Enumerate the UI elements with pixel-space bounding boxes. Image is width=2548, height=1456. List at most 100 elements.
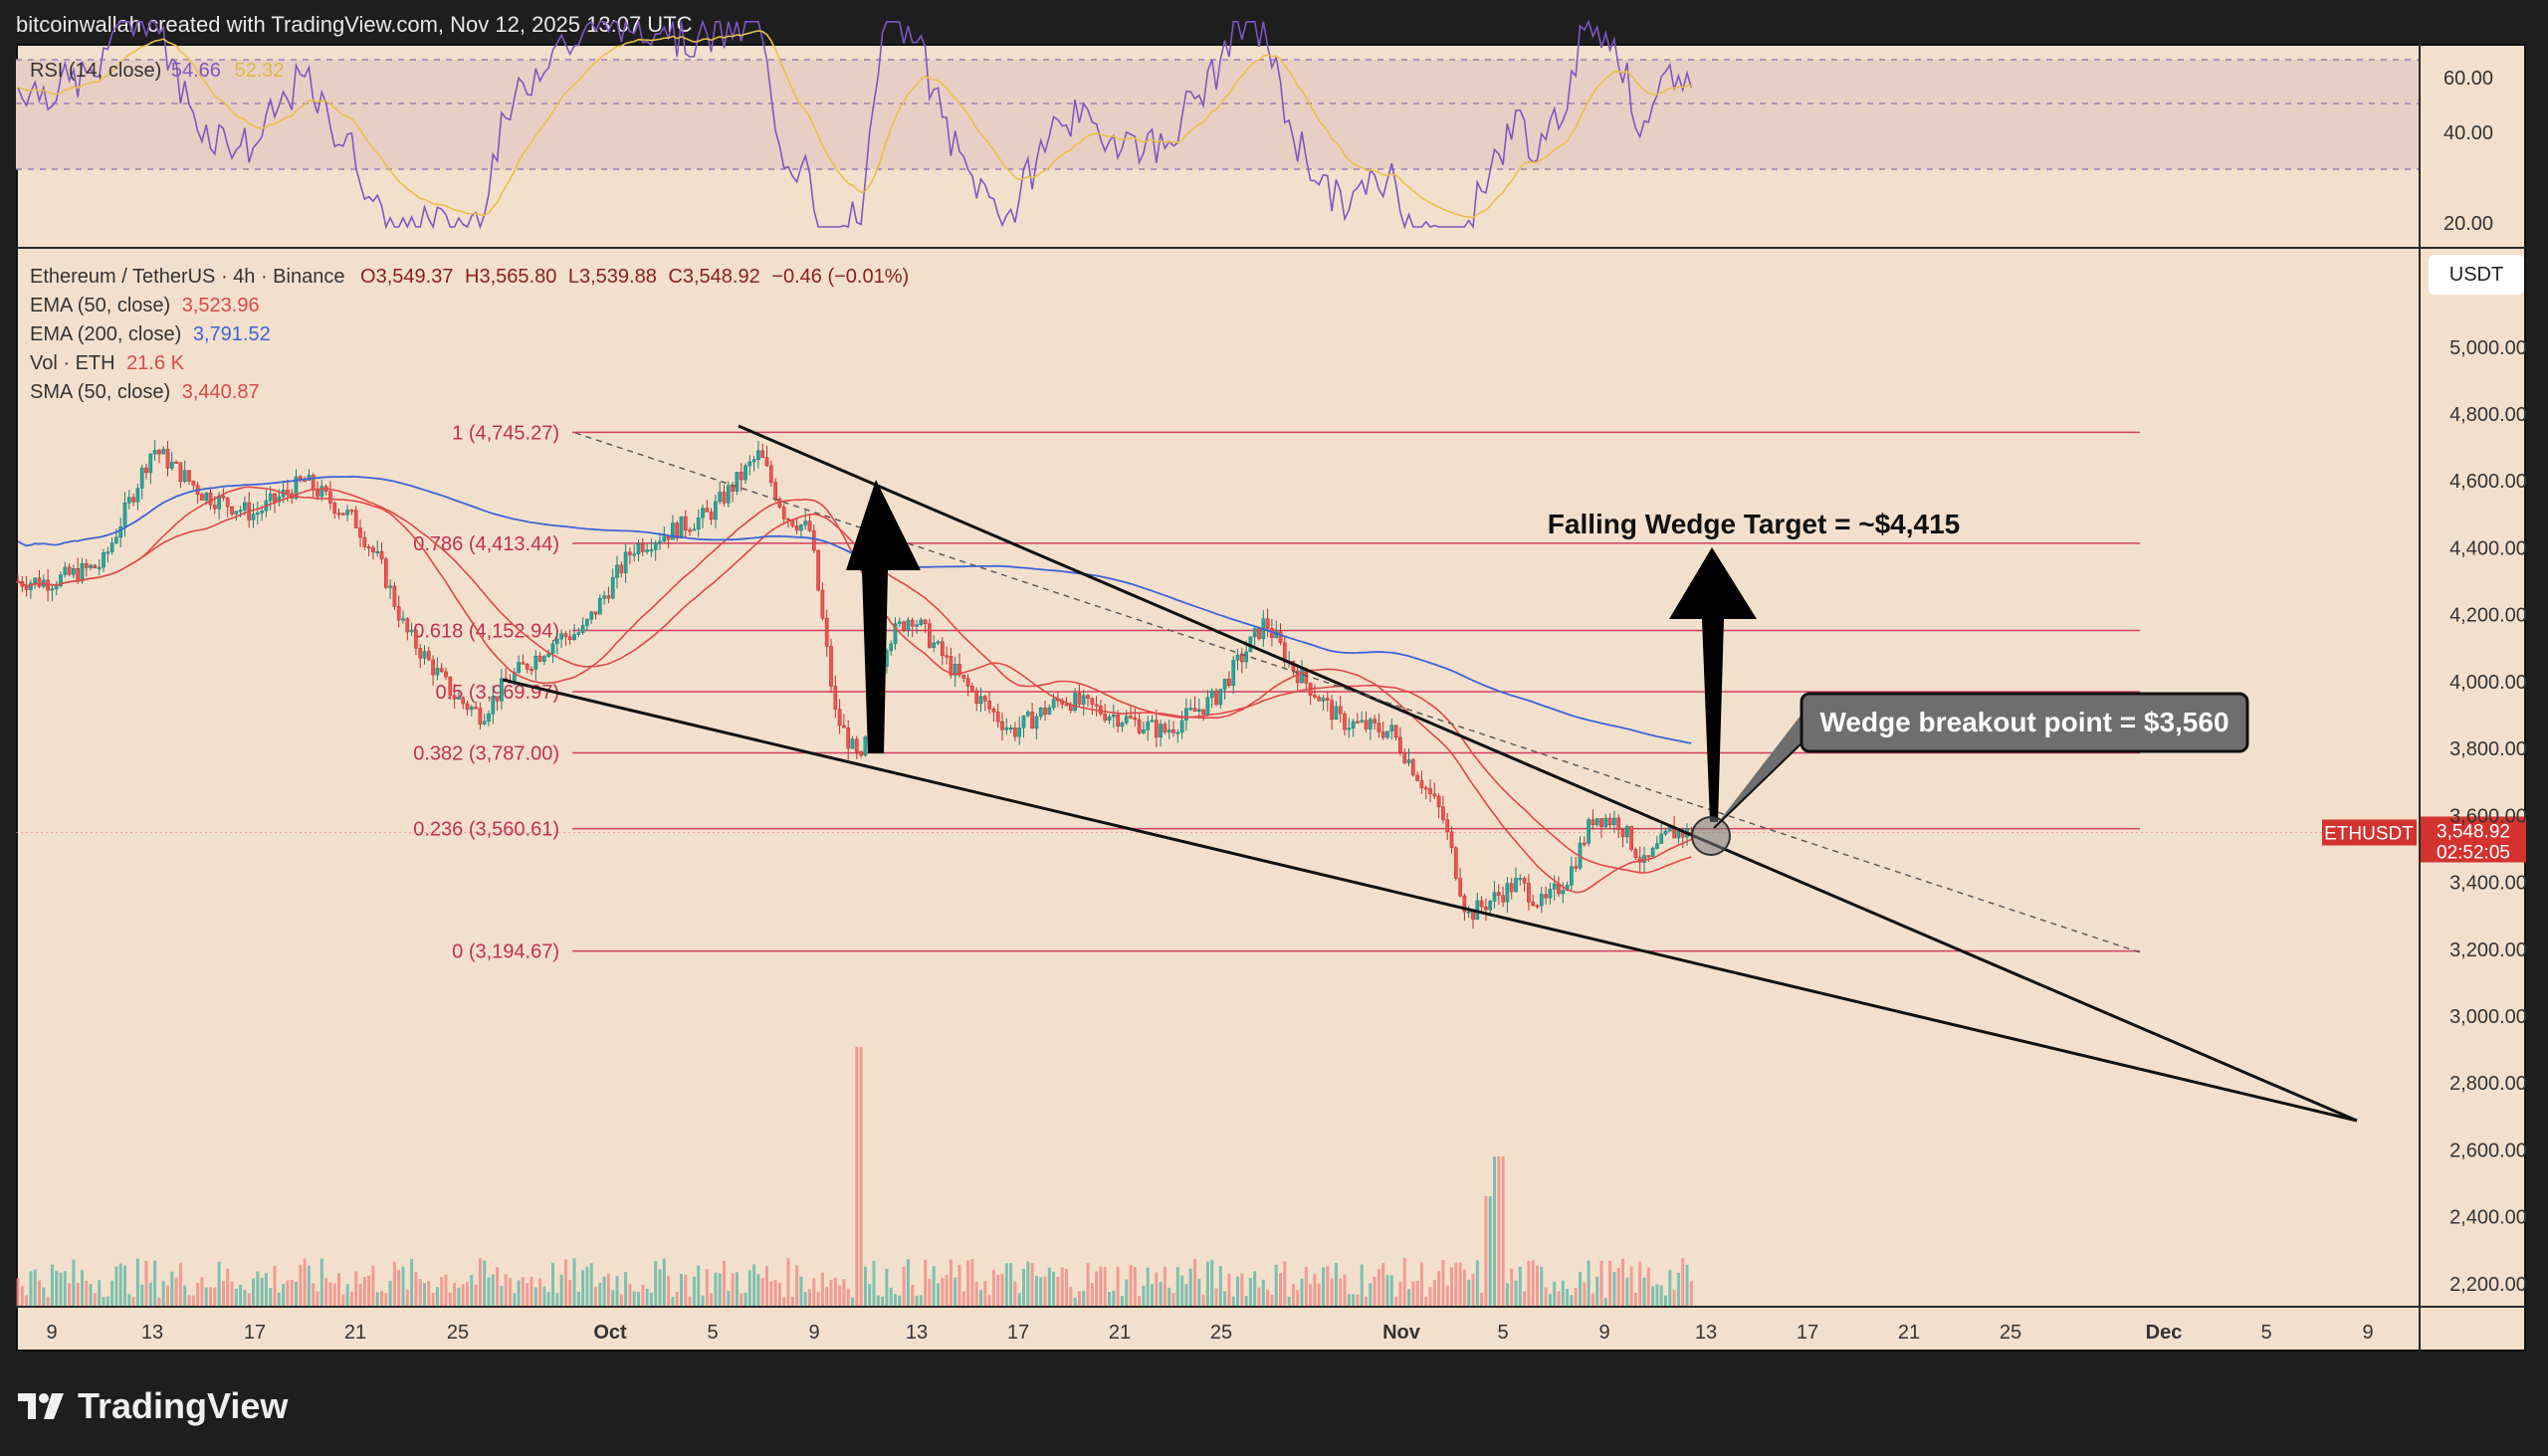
- candle-body: [653, 542, 658, 550]
- volume-bar: [675, 1291, 679, 1306]
- volume-bar: [1086, 1263, 1090, 1306]
- indicator-sma50[interactable]: SMA (50, close) 3,440.87: [30, 378, 909, 407]
- candle-body: [1086, 695, 1090, 699]
- volume-bar: [435, 1286, 439, 1306]
- time-tick-label: 13: [906, 1322, 928, 1344]
- volume-bar: [1133, 1266, 1137, 1306]
- volume-bar: [1488, 1196, 1492, 1306]
- candle-body: [1222, 678, 1227, 690]
- volume-bar: [1398, 1282, 1402, 1306]
- candle-body: [114, 536, 118, 543]
- volume-bar: [718, 1273, 722, 1306]
- candle-body: [1179, 720, 1184, 733]
- volume-bar: [1034, 1276, 1038, 1306]
- volume-bar: [1659, 1285, 1663, 1306]
- candle-body: [688, 529, 692, 532]
- volume-bar: [324, 1278, 328, 1306]
- candle-body: [1116, 714, 1120, 728]
- candle-body: [739, 472, 743, 481]
- volume-bar: [855, 1047, 859, 1306]
- candle-body: [349, 510, 354, 513]
- volume-bar: [496, 1267, 500, 1306]
- candle-body: [388, 585, 392, 588]
- candle-body: [169, 461, 174, 469]
- volume-bar: [889, 1287, 893, 1306]
- symbol-line[interactable]: Ethereum / TetherUS · 4h · Binance O3,54…: [30, 263, 909, 292]
- volume-bar: [1591, 1293, 1594, 1306]
- candle-body: [919, 619, 924, 625]
- candle-body: [118, 526, 123, 538]
- candle-body: [491, 696, 496, 715]
- volume-bar: [448, 1292, 452, 1306]
- volume-bar: [1274, 1264, 1278, 1306]
- candle-body: [1393, 725, 1398, 738]
- ohlc-low: L3,539.88: [567, 266, 657, 288]
- wedge-lower-trendline: [502, 678, 2358, 1123]
- time-tick-label: 5: [1497, 1322, 1508, 1344]
- volume-bar: [76, 1283, 80, 1306]
- tradingview-logo[interactable]: TradingView: [16, 1385, 288, 1427]
- ohlc-change: −0.46 (−0.01%): [771, 266, 910, 288]
- candle-body: [418, 648, 423, 659]
- volume-bar: [1672, 1290, 1676, 1306]
- candle-body: [820, 589, 825, 619]
- candle-body: [756, 450, 760, 461]
- callout-pointer: [1713, 712, 1805, 829]
- volume-bar: [1450, 1267, 1453, 1306]
- volume-bar: [1599, 1260, 1603, 1306]
- candle-body: [191, 481, 196, 486]
- price-tick-label: 3,400.00: [2449, 873, 2527, 895]
- volume-bar: [1175, 1267, 1179, 1306]
- volume-bar: [131, 1297, 135, 1306]
- rsi-panel-divider[interactable]: [16, 247, 2526, 249]
- time-tick-label: Dec: [2146, 1322, 2183, 1344]
- callout-box[interactable]: [1800, 692, 2249, 753]
- indicator-ema50[interactable]: EMA (50, close) 3,523.96: [30, 292, 909, 320]
- indicator-volume[interactable]: Vol · ETH 21.6 K: [30, 349, 909, 378]
- candle-body: [54, 585, 59, 589]
- candle-body: [679, 516, 684, 539]
- candle-body: [478, 708, 483, 725]
- volume-bar: [1146, 1267, 1150, 1306]
- volume-bar: [414, 1272, 418, 1306]
- candle-body: [580, 625, 585, 633]
- volume-bar: [1240, 1273, 1244, 1306]
- volume-bar: [1214, 1288, 1218, 1306]
- candle-body: [500, 678, 504, 702]
- volume-bar: [1389, 1275, 1393, 1306]
- candle-body: [658, 540, 662, 543]
- time-tick-label: 25: [1210, 1322, 1232, 1344]
- candle-body: [426, 651, 431, 661]
- volume-bar: [461, 1284, 465, 1306]
- breakout-marker[interactable]: [1691, 816, 1731, 856]
- candle-body: [230, 506, 234, 515]
- wedge-upper-trendline: [738, 424, 2358, 1123]
- fib-level-label: 0 (3,194.67): [452, 941, 559, 963]
- indicator-ema200[interactable]: EMA (200, close) 3,791.52: [30, 320, 909, 349]
- volume-bar: [546, 1292, 550, 1306]
- candle-body: [1570, 866, 1574, 886]
- volume-bar: [453, 1282, 457, 1306]
- volume-bar: [72, 1259, 76, 1306]
- candle-body: [1047, 707, 1052, 716]
- volume-bar: [1557, 1291, 1561, 1306]
- volume-bar: [85, 1281, 89, 1306]
- volume-bar: [470, 1275, 474, 1306]
- candle-body: [1021, 715, 1026, 728]
- candle-body: [1129, 716, 1133, 719]
- main-legend: Ethereum / TetherUS · 4h · Binance O3,54…: [30, 263, 909, 407]
- pole-up-arrow: [846, 480, 921, 753]
- candle-body: [1492, 892, 1497, 902]
- candle-body: [1051, 699, 1056, 709]
- candle-body: [1527, 883, 1531, 903]
- volume-bar: [786, 1258, 790, 1306]
- volume-bar: [63, 1271, 67, 1306]
- volume-bar: [684, 1274, 688, 1306]
- candle-body: [1300, 669, 1304, 684]
- currency-button[interactable]: USDT: [2429, 255, 2524, 295]
- volume-bar: [808, 1289, 811, 1306]
- volume-bar: [530, 1276, 533, 1306]
- volume-bar: [1432, 1280, 1436, 1306]
- candle-body: [854, 738, 859, 752]
